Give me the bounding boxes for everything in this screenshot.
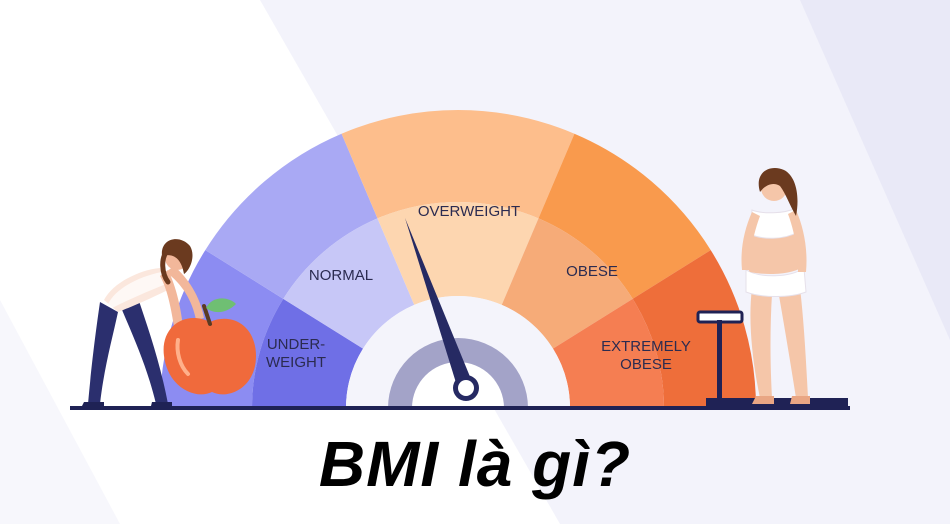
gauge-band-overweight-inner [377, 202, 539, 305]
gauge-band-obese-outer [538, 133, 711, 299]
gauge-band-extreme-outer [632, 250, 756, 408]
gauge-label-line: OVERWEIGHT [418, 203, 520, 220]
apple-icon [163, 298, 256, 395]
gauge-label-line: EXTREMELY [601, 338, 691, 355]
gauge-band-normal-inner [283, 218, 415, 349]
gauge-band-underweight-inner [252, 298, 364, 408]
gauge-band-obese-inner [501, 218, 633, 349]
gauge-label-underweight: UNDER-WEIGHT [266, 336, 326, 371]
gauge-needle [405, 218, 474, 391]
gauge-label-line: OBESE [620, 356, 672, 373]
gauge-label-extreme: EXTREMELY OBESE [601, 338, 691, 373]
page-title: BMI là gì? [318, 428, 632, 500]
gauge-label-overweight: OVERWEIGHT [418, 203, 520, 220]
gauge-needle-pivot-center [458, 380, 474, 396]
gauge-label-obese: OBESE [566, 263, 618, 280]
gauge-band-overweight-outer [341, 110, 575, 219]
gauge-label-line: WEIGHT [266, 354, 326, 371]
gauge-band-extreme-inner [552, 298, 664, 408]
gauge-band-normal-outer [205, 133, 378, 299]
standing-woman-figure [741, 168, 810, 404]
bmi-gauge: UNDER-WEIGHTNORMALOVERWEIGHTOBESEEXTREME… [160, 110, 756, 408]
gauge-label-line: UNDER- [267, 336, 325, 353]
gauge-label-line: NORMAL [309, 267, 373, 284]
gauge-label-line: OBESE [566, 263, 618, 280]
ground-line [70, 406, 850, 410]
gauge-label-normal: NORMAL [309, 267, 373, 284]
weight-scale-icon [696, 310, 848, 406]
